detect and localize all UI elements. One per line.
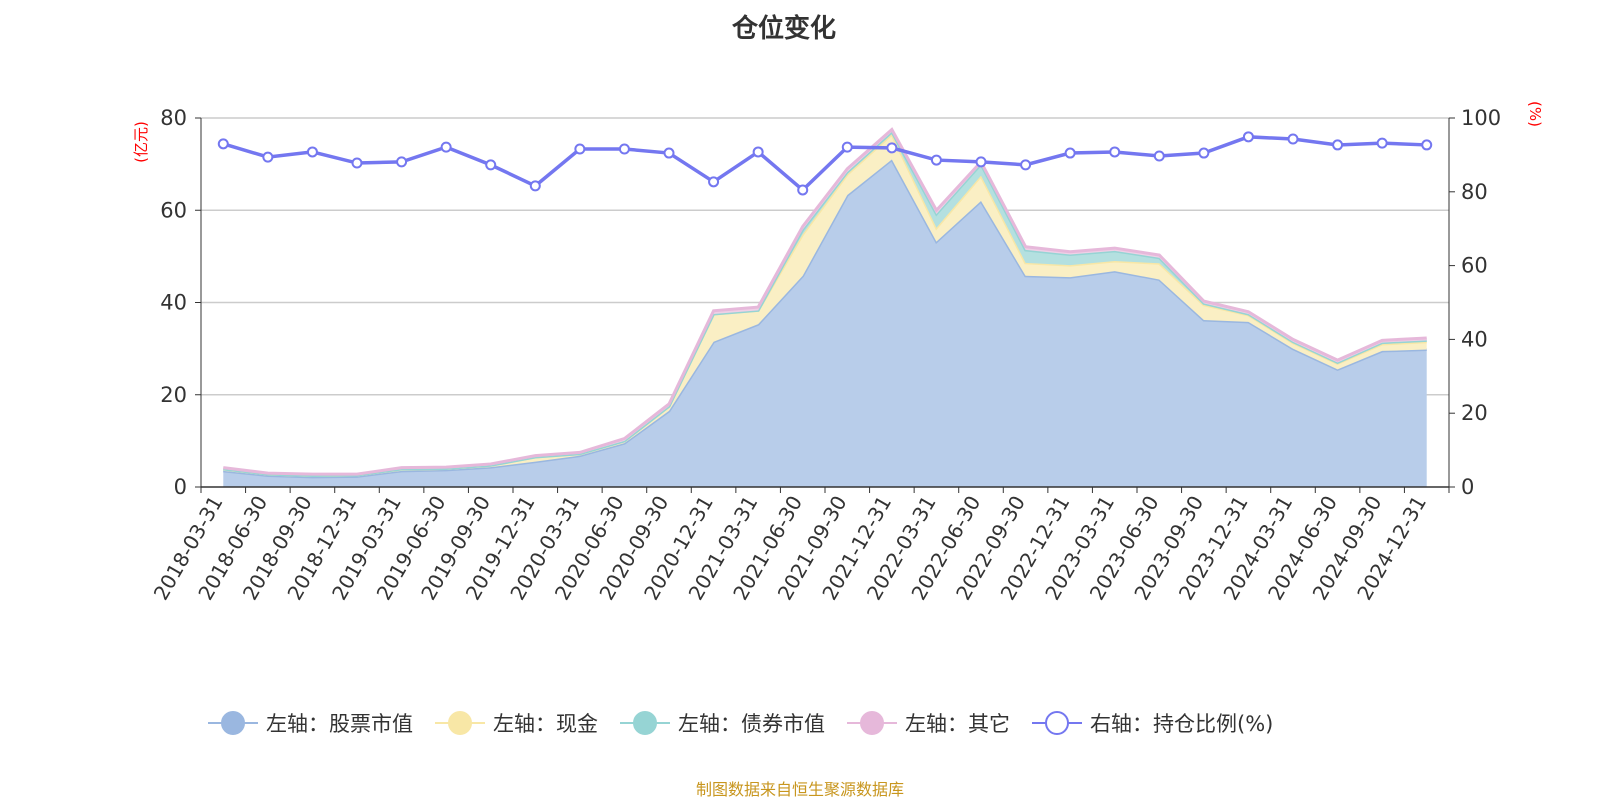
ratio-point xyxy=(1332,139,1344,151)
ratio-point xyxy=(930,154,942,166)
legend-label: 左轴：债券市值 xyxy=(678,712,825,736)
ratio-point xyxy=(708,176,720,188)
ratio-point xyxy=(1153,150,1165,162)
ratio-point xyxy=(1421,139,1433,151)
ratio-point xyxy=(797,184,809,196)
ratio-point xyxy=(351,157,363,169)
left-axis-unit: (亿元) xyxy=(132,121,150,163)
legend: 左轴：股票市值 左轴：现金 左轴：债券市值 左轴：其它 右轴：持仓比例(%) xyxy=(208,708,1273,738)
legend-label: 右轴：持仓比例(%) xyxy=(1090,712,1274,736)
left-tick-label: 40 xyxy=(160,291,187,315)
legend-label: 左轴：股票市值 xyxy=(266,712,413,736)
ratio-point xyxy=(396,156,408,168)
ratio-point xyxy=(841,141,853,153)
legend-marker-icon xyxy=(847,711,897,735)
legend-label: 左轴：其它 xyxy=(905,712,1010,736)
left-tick-label: 80 xyxy=(160,106,187,130)
ratio-point xyxy=(1064,147,1076,159)
area-左轴：股票市值 xyxy=(223,159,1427,487)
legend-marker-icon xyxy=(208,711,258,735)
legend-label: 左轴：现金 xyxy=(493,712,598,736)
legend-item[interactable]: 左轴：债券市值 xyxy=(620,708,825,738)
ratio-point xyxy=(663,147,675,159)
right-tick-label: 60 xyxy=(1461,254,1488,278)
ratio-point xyxy=(217,138,229,150)
ratio-point xyxy=(1109,146,1121,158)
ratio-point xyxy=(1376,137,1388,149)
legend-marker-icon xyxy=(435,711,485,735)
left-tick-label: 0 xyxy=(174,475,187,499)
ratio-point xyxy=(529,180,541,192)
left-tick-label: 20 xyxy=(160,383,187,407)
ratio-point xyxy=(1198,147,1210,159)
ratio-line xyxy=(222,135,1427,193)
legend-item[interactable]: 右轴：持仓比例(%) xyxy=(1032,708,1273,738)
ratio-point xyxy=(440,141,452,153)
right-tick-label: 40 xyxy=(1461,327,1488,351)
legend-marker-icon xyxy=(620,711,670,735)
left-tick-label: 60 xyxy=(160,198,187,222)
chart-plot: 020406080020406080100(亿元)(%)2018-03-3120… xyxy=(132,101,1544,604)
ratio-point xyxy=(752,146,764,158)
source-note: 制图数据来自恒生聚源数据库 xyxy=(695,780,904,799)
right-axis-unit: (%) xyxy=(1526,101,1544,127)
chart-title: 仓位变化 xyxy=(731,14,836,44)
ratio-point xyxy=(1242,131,1254,143)
ratio-point xyxy=(618,143,630,155)
ratio-point xyxy=(886,142,898,154)
right-tick-label: 100 xyxy=(1461,106,1501,130)
ratio-point xyxy=(262,151,274,163)
ratio-point xyxy=(1287,133,1299,145)
ratio-point xyxy=(574,143,586,155)
legend-marker-icon xyxy=(1032,711,1082,735)
ratio-point xyxy=(975,156,987,168)
ratio-point xyxy=(306,146,318,158)
legend-item[interactable]: 左轴：其它 xyxy=(847,708,1010,738)
ratio-point xyxy=(485,159,497,171)
right-tick-label: 20 xyxy=(1461,401,1488,425)
right-tick-label: 80 xyxy=(1461,180,1488,204)
legend-item[interactable]: 左轴：现金 xyxy=(435,708,598,738)
area-line-左轴：其它 xyxy=(223,127,1427,476)
legend-item[interactable]: 左轴：股票市值 xyxy=(208,708,413,738)
ratio-point xyxy=(1020,159,1032,171)
right-tick-label: 0 xyxy=(1461,475,1474,499)
